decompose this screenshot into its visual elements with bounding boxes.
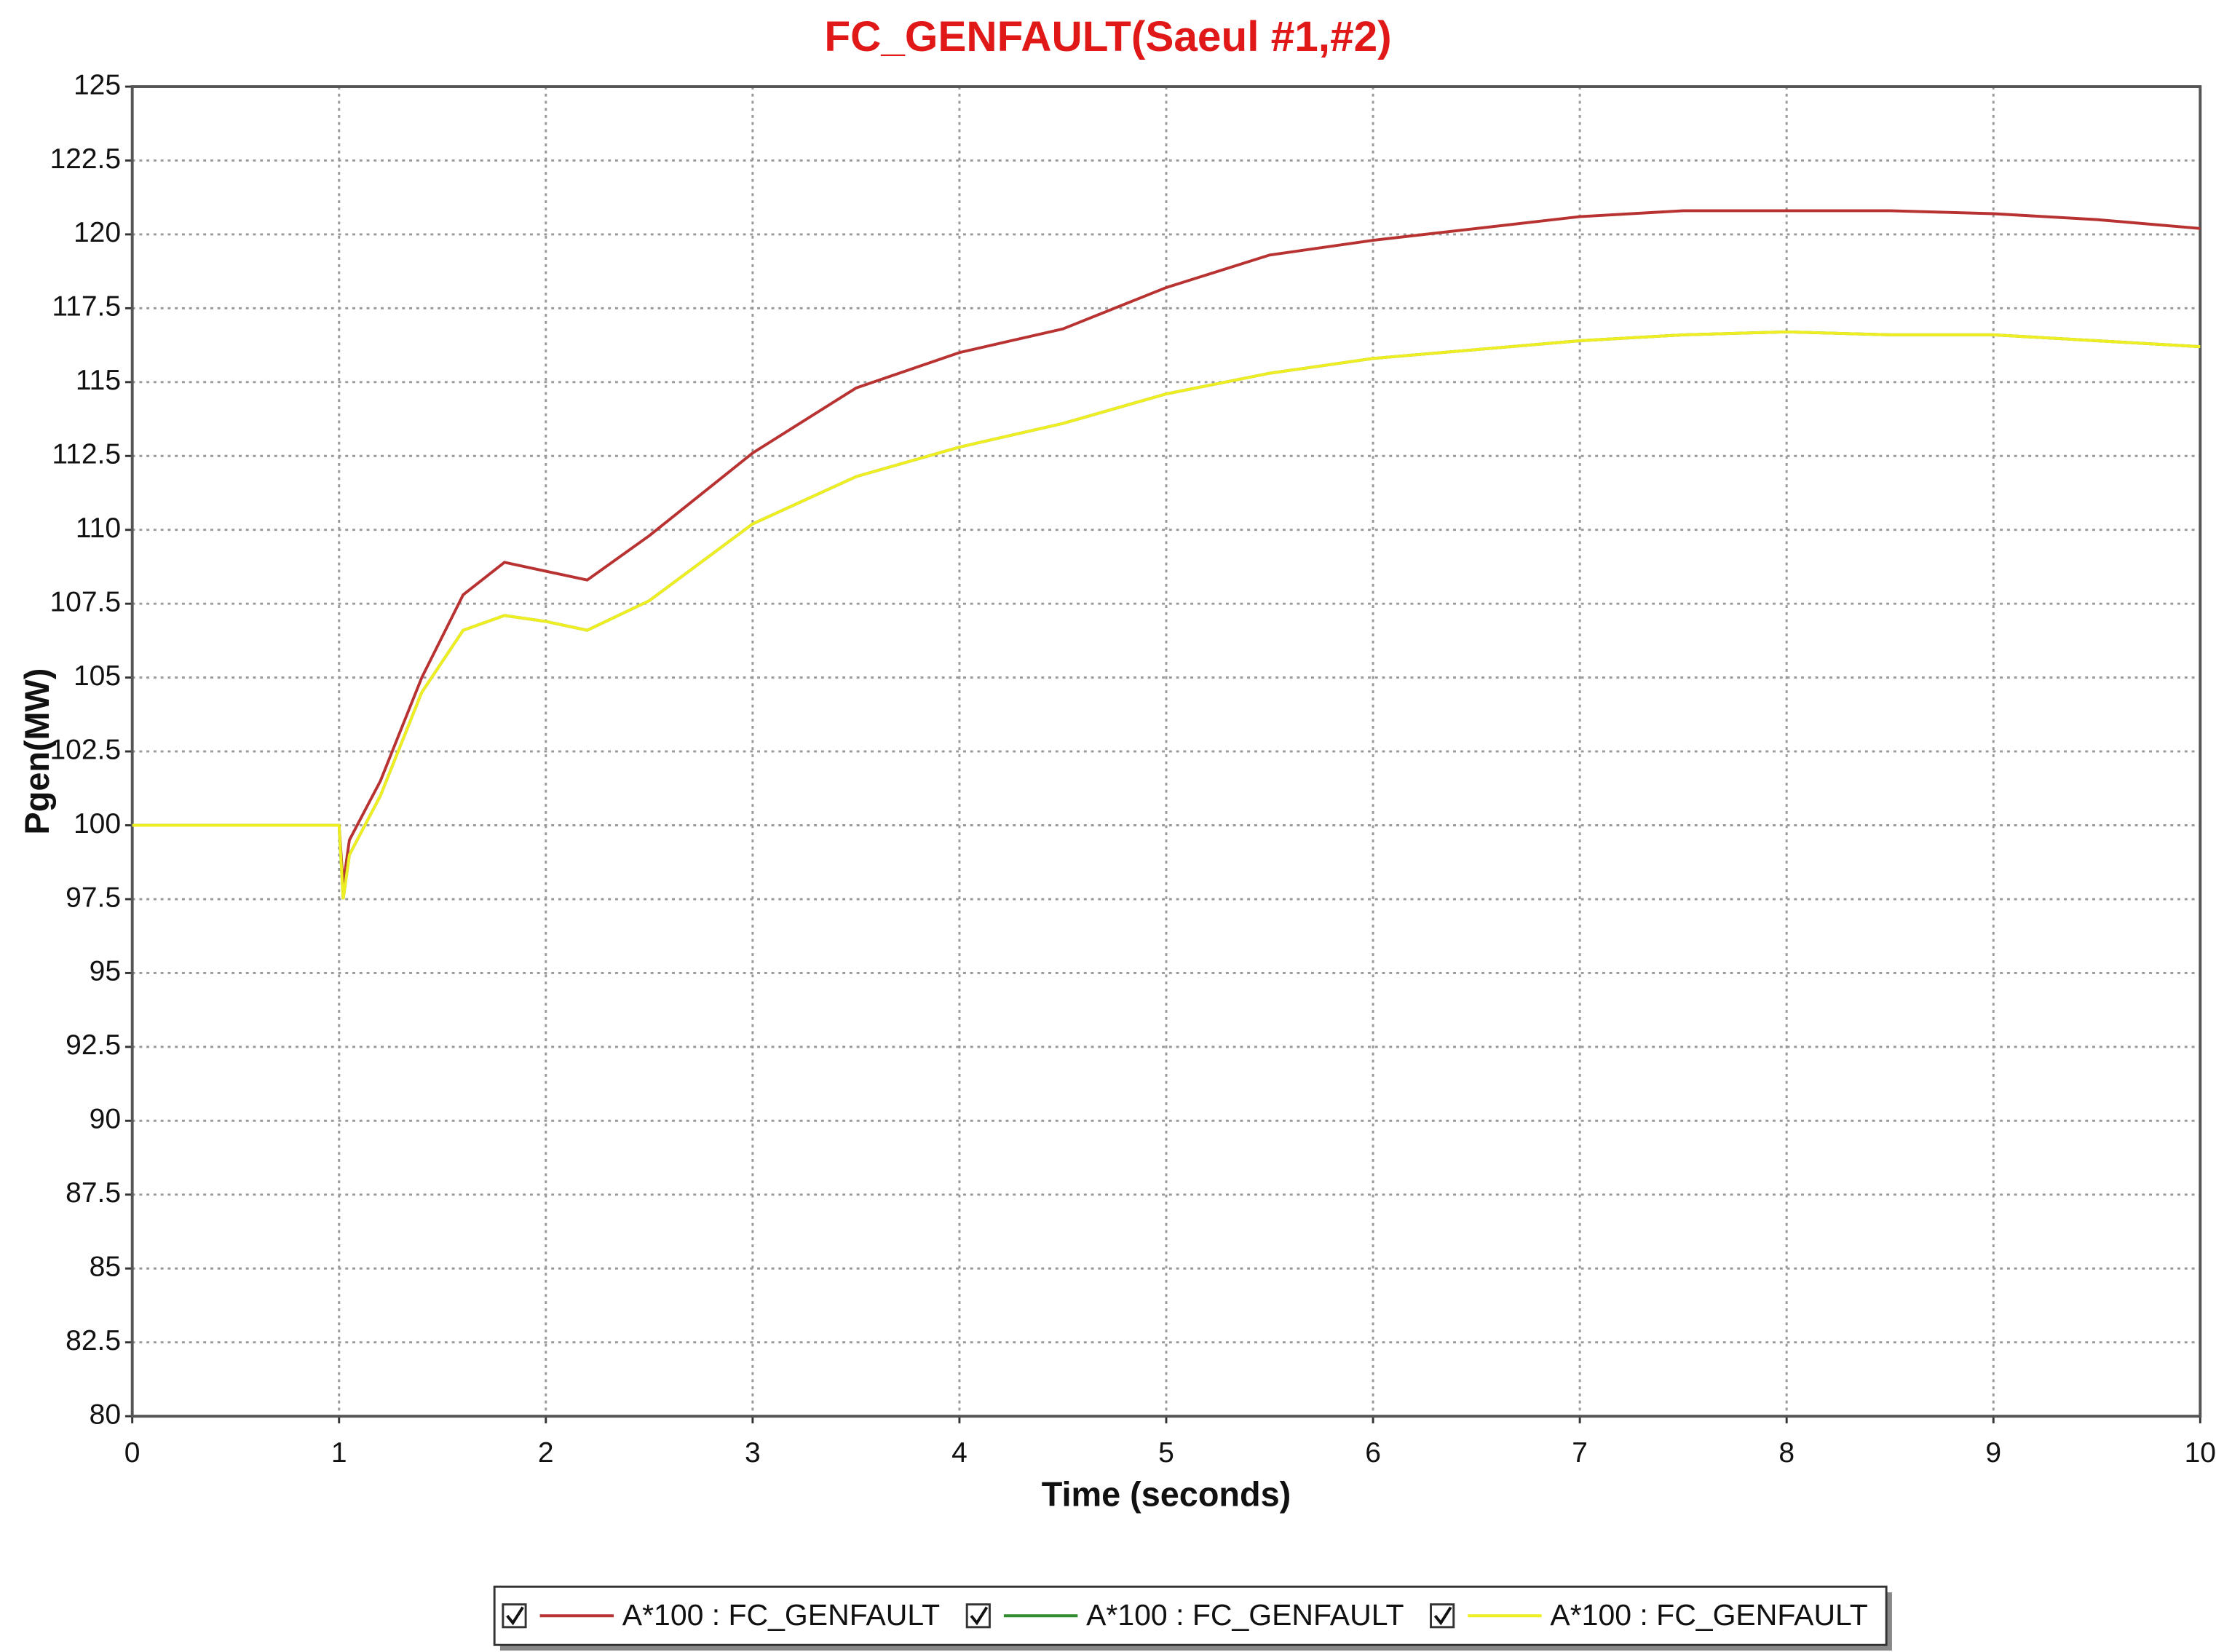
- x-tick-label: 0: [124, 1437, 141, 1469]
- x-tick-label: 2: [538, 1437, 554, 1469]
- x-axis-label: Time (seconds): [1042, 1476, 1291, 1514]
- legend-box: [493, 1585, 1888, 1646]
- series-line: [132, 209, 2201, 885]
- y-tick-label: 100: [74, 808, 121, 839]
- y-tick-label: 120: [74, 217, 121, 248]
- y-tick-label: 112.5: [52, 439, 121, 470]
- x-tick-label: 5: [1158, 1437, 1174, 1469]
- chart-title: FC_GENFAULT(Saeul #1,#2): [824, 13, 1391, 60]
- x-tick-label: 10: [2185, 1437, 2216, 1469]
- y-tick-label: 122.5: [50, 143, 121, 175]
- plot-border: [130, 85, 2202, 1418]
- y-tick-label: 82.5: [66, 1325, 121, 1356]
- legend-check: [506, 1606, 524, 1626]
- y-tick-label: 102.5: [50, 734, 121, 765]
- y-axis-label: Pgen(MW): [18, 668, 56, 835]
- y-tick-label: 95: [90, 956, 121, 987]
- x-tick-label: 8: [1778, 1437, 1794, 1469]
- y-tick-label: 110: [76, 513, 121, 544]
- y-tick-label: 97.5: [66, 882, 121, 913]
- legend-label: A*100 : FC_GENFAULT: [1086, 1598, 1404, 1632]
- x-tick-label: 1: [331, 1437, 347, 1469]
- y-tick-label: 115: [76, 365, 121, 396]
- y-tick-label: 87.5: [66, 1177, 121, 1209]
- y-tick-label: 80: [90, 1399, 121, 1430]
- y-tick-label: 92.5: [66, 1029, 121, 1061]
- y-tick-label: 107.5: [50, 586, 121, 617]
- x-tick-label: 9: [1985, 1437, 2001, 1469]
- y-tick-label: 117.5: [52, 291, 121, 323]
- y-tick-label: 90: [90, 1104, 121, 1135]
- y-tick-label: 85: [90, 1252, 121, 1283]
- series-line: [132, 330, 2201, 900]
- x-tick-label: 7: [1572, 1437, 1588, 1469]
- x-tick-label: 6: [1365, 1437, 1381, 1469]
- legend: A*100 : FC_GENFAULT A*100 : FC_GENFAULT A*…: [493, 1585, 1892, 1651]
- legend-label: A*100 : FC_GENFAULT: [1550, 1598, 1867, 1632]
- x-tick-label: 3: [745, 1437, 761, 1469]
- legend-check: [1433, 1606, 1452, 1626]
- y-tick-label: 105: [74, 660, 121, 692]
- legend-check: [970, 1606, 989, 1626]
- legend-label: A*100 : FC_GENFAULT: [622, 1598, 940, 1632]
- y-tick-label: 125: [74, 69, 121, 100]
- x-tick-label: 4: [951, 1437, 967, 1469]
